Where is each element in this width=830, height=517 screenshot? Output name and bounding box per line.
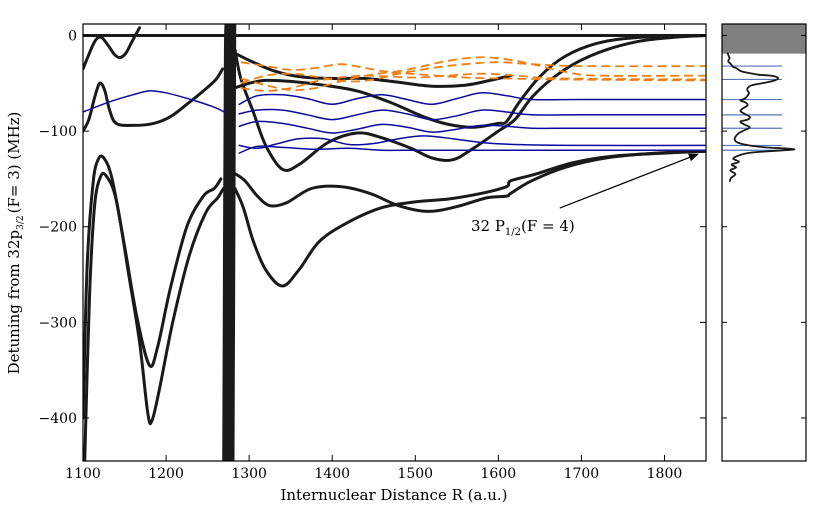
x-tick-label: 1200 [148,466,184,482]
series-blue-5 [238,145,706,154]
main-plot-frame [82,23,707,462]
side-spectrum-plot [722,24,806,183]
series-orange-2 [240,56,706,77]
spectrum-trace [726,52,796,183]
annotation-tail: (F = 4) [521,217,575,235]
series-black-left-mid [83,67,225,133]
series-orange-4 [240,71,706,92]
series-blue-2 [238,108,706,121]
series-blue-left [83,90,225,113]
x-tick-label: 1600 [481,466,517,482]
y-axis-label-main: Detuning from 32p [5,230,23,375]
y-axis-label: Detuning from 32p3/2(F= 3) (MHz) [5,112,26,375]
y-tick-label: −100 [39,124,77,140]
x-tick-label: 1700 [564,466,600,482]
series-black-deep-2 [83,171,225,461]
x-axis-ticks: 1100 1200 1300 1400 1500 1600 1700 1800 [65,24,682,482]
annotation-label: 32 P1/2(F = 4) [471,217,575,238]
series-black-right-cross [233,34,706,173]
series-black-upper-left [83,26,141,71]
x-tick-label: 1100 [65,466,101,482]
series-orange-3 [240,72,706,92]
y-tick-label: −200 [39,220,77,236]
series-black-wall-5 [222,24,229,461]
series-black-wall-4 [230,24,237,461]
series-blue-4 [238,135,706,150]
series-black-upper-right [236,53,513,88]
annotation-arrow [559,153,699,209]
annotation-sub: 1/2 [505,227,521,238]
side-panel-ticks [722,34,806,419]
x-axis-label: Internuclear Distance R (a.u.) [280,486,507,504]
x-tick-label: 1500 [397,466,433,482]
annotation-main: 32 P [471,217,505,235]
y-tick-label: −400 [39,411,77,427]
series-black-deep-1 [83,154,223,420]
series-blue-1 [238,92,706,106]
series-black-lower-1 [234,149,706,213]
y-tick-label: 0 [68,28,77,44]
y-axis-label-tail: (F= 3) (MHz) [5,112,23,214]
y-tick-label: −300 [39,315,77,331]
x-tick-label: 1300 [231,466,267,482]
series-black-wall-2 [226,24,233,461]
y-axis-label-sub: 3/2 [16,215,26,229]
y-axis-ticks: 0 −100 −200 −300 −400 [39,28,706,427]
series-black-lower-2 [233,149,706,288]
main-plot-series [83,24,706,461]
series-black-rising [232,34,706,129]
x-tick-label: 1800 [647,466,683,482]
spectrum-gray-band [722,24,806,54]
side-panel-frame [721,23,807,462]
series-blue-3 [238,120,706,134]
x-tick-label: 1400 [314,466,350,482]
